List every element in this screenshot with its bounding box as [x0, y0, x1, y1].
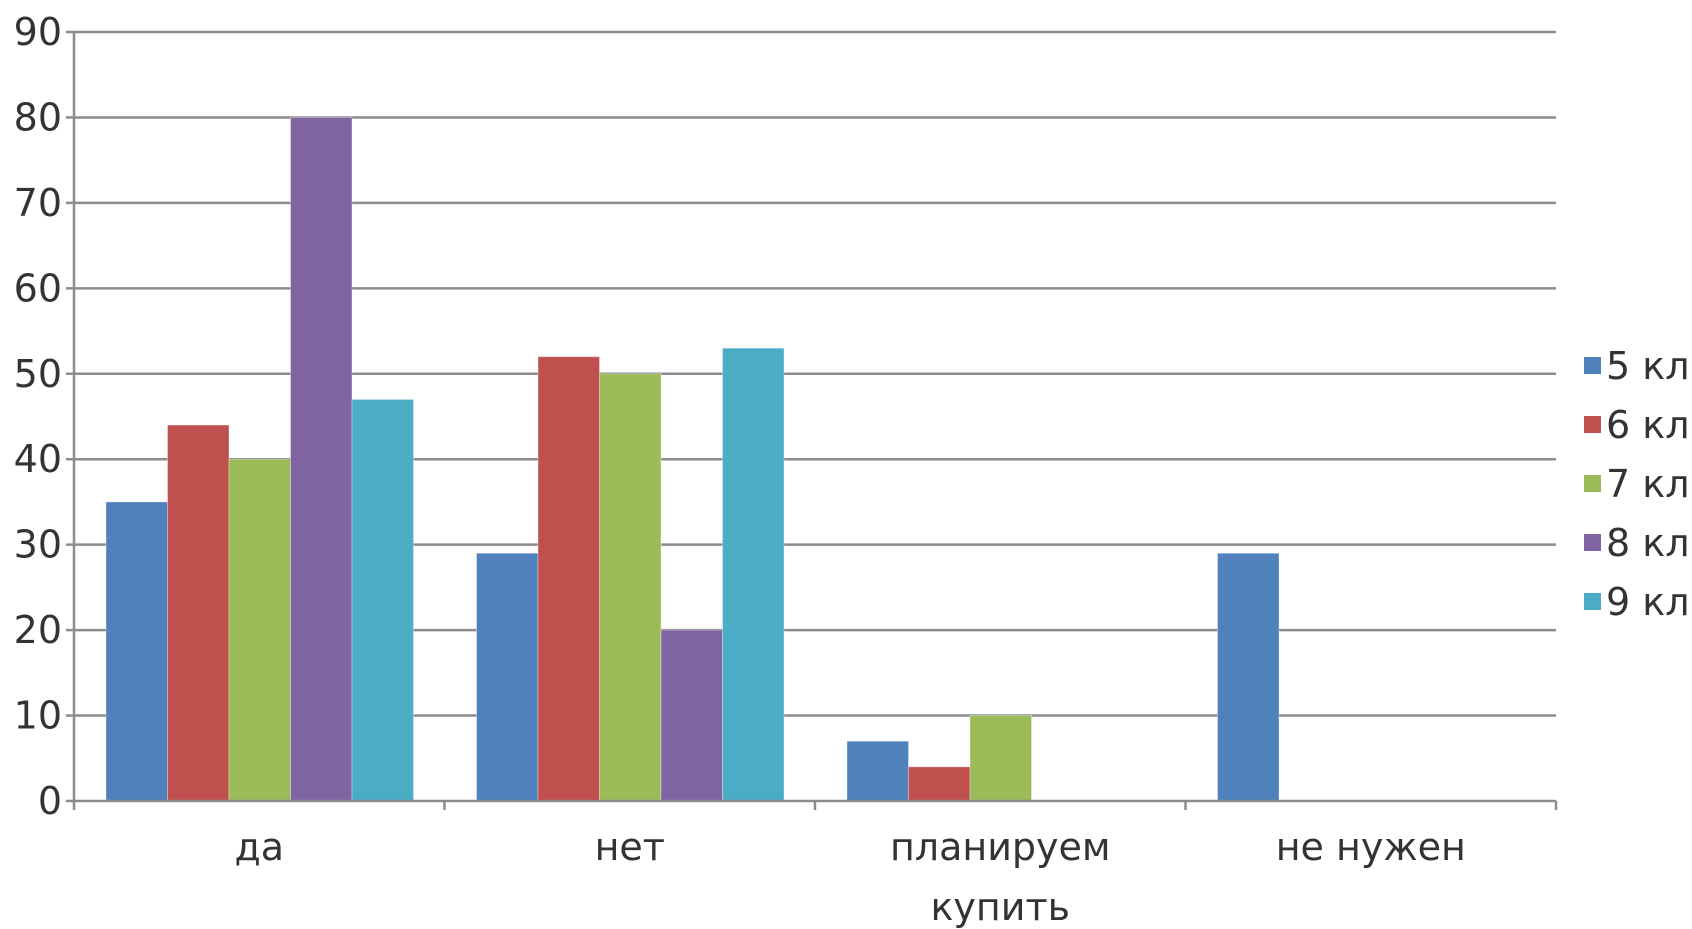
bar: [599, 373, 662, 802]
y-tick-label: 30: [14, 523, 62, 567]
x-category-label: да: [234, 825, 284, 869]
legend-label: 7 кл: [1606, 462, 1690, 506]
legend: 5 кл 6 кл 7 кл 8 кл 9 кл: [1584, 344, 1690, 624]
bar: [908, 766, 971, 802]
x-category-label: нет: [595, 825, 665, 869]
bar: [105, 501, 168, 802]
legend-swatch: [1584, 357, 1601, 374]
bar: [660, 629, 723, 802]
bar: [228, 458, 291, 802]
bar: [290, 116, 353, 802]
legend-label: 9 кл: [1606, 580, 1690, 624]
bar: [722, 347, 785, 802]
legend-label: 8 кл: [1606, 521, 1690, 565]
y-tick-label: 70: [14, 181, 62, 225]
bar: [1217, 552, 1280, 802]
y-axis-tick-labels: 0 10 20 30 40 50 60 70 80 90: [14, 10, 62, 823]
legend-label: 6 кл: [1606, 403, 1690, 447]
y-tick-label: 60: [14, 266, 62, 310]
y-tick-label: 80: [14, 95, 62, 139]
legend-swatch: [1584, 534, 1601, 551]
bar: [537, 356, 600, 802]
bar: [351, 398, 414, 802]
x-category-label: не нужен: [1276, 825, 1466, 869]
y-tick-label: 0: [38, 779, 62, 823]
legend-swatch: [1584, 475, 1601, 492]
x-category-label: планируем: [890, 825, 1111, 869]
y-tick-label: 10: [14, 694, 62, 738]
x-category-label: купить: [930, 885, 1070, 929]
bar: [969, 715, 1032, 802]
bar: [846, 740, 909, 802]
bars: [105, 116, 1280, 802]
y-tick-label: 90: [14, 10, 62, 54]
y-tick-label: 20: [14, 608, 62, 652]
legend-label: 5 кл: [1606, 344, 1690, 388]
axes: [66, 30, 1558, 810]
y-tick-label: 50: [14, 352, 62, 396]
legend-swatch: [1584, 593, 1601, 610]
bar: [167, 424, 230, 802]
y-tick-label: 40: [14, 437, 62, 481]
x-axis-category-labels: да нет планируем купить не нужен: [234, 825, 1465, 929]
legend-swatch: [1584, 416, 1601, 433]
bar: [476, 552, 539, 802]
